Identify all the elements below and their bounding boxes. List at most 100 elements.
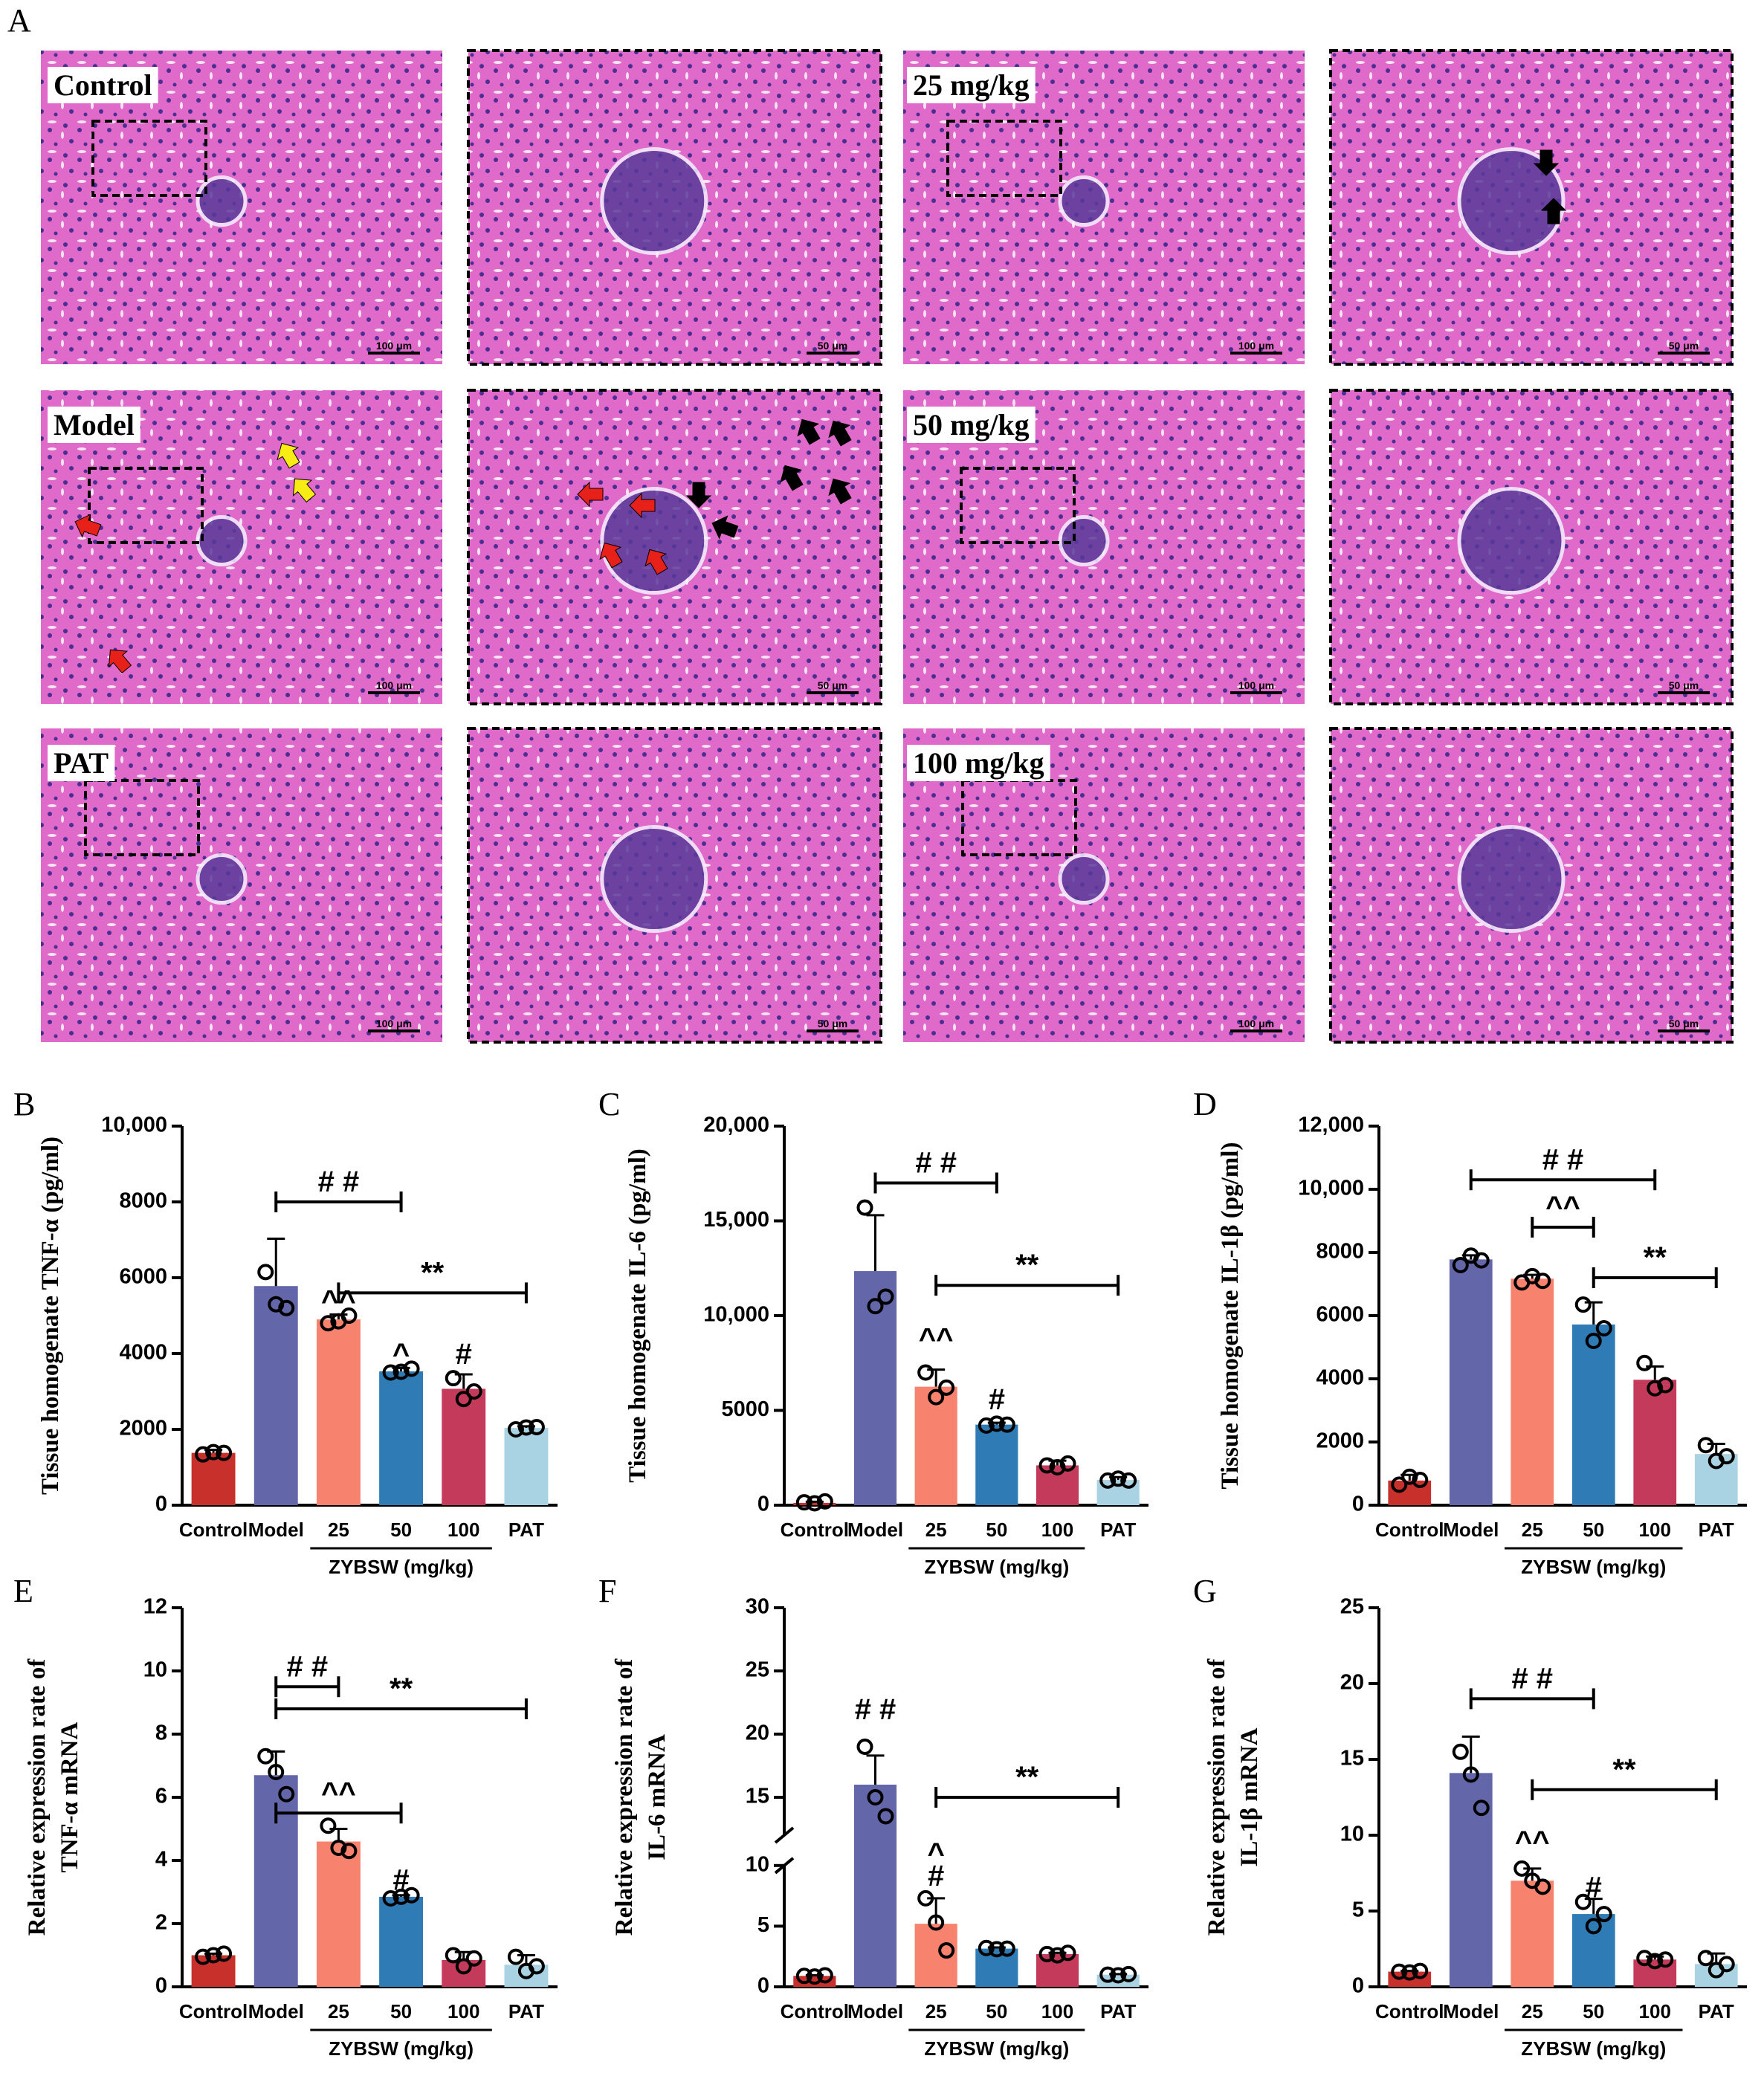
glomerulus xyxy=(1457,147,1566,256)
data-point xyxy=(320,1817,337,1834)
y-tick-label: 4000 xyxy=(1316,1366,1364,1390)
significance-mark: # xyxy=(928,1860,944,1892)
y-tick-label: 4000 xyxy=(119,1341,167,1365)
arrow-shape xyxy=(577,481,604,508)
y-label-line: IL-6 mRNA xyxy=(644,1734,671,1860)
y-tick-label: 0 xyxy=(155,1974,167,1998)
label-background xyxy=(907,745,1050,781)
data-point xyxy=(382,1364,399,1381)
category-label: 100 xyxy=(448,1519,479,1541)
data-point xyxy=(1657,1377,1674,1394)
data-point xyxy=(877,1808,894,1825)
bar-control xyxy=(191,1452,236,1505)
data-point xyxy=(795,1494,812,1511)
scale-bar-label: 50 μm xyxy=(1669,679,1699,691)
zoom-frame xyxy=(1329,49,1734,366)
category-label: Model xyxy=(1443,2000,1499,2023)
data-point xyxy=(403,1360,420,1377)
y-label-line: Relative expression rate of xyxy=(611,1658,638,1936)
category-label: PAT xyxy=(1699,1519,1734,1541)
y-axis-label: Tissue homogenate IL-6 (pg/ml) xyxy=(624,1148,651,1483)
data-point xyxy=(382,1890,399,1907)
yellow-arrow xyxy=(277,442,300,469)
y-tick-label: 10 xyxy=(143,1658,167,1682)
bar-50 xyxy=(1571,1914,1615,1987)
histology-label-right: 100 mg/kg xyxy=(913,746,1044,780)
arrow-shape xyxy=(797,418,821,445)
category-label: PAT xyxy=(1100,2000,1136,2023)
label-background xyxy=(48,67,158,103)
category-label: Model xyxy=(847,1519,903,1541)
arrow-shape xyxy=(277,442,300,469)
scale-bar-label: 100 μm xyxy=(376,679,412,691)
data-point xyxy=(1412,1472,1429,1488)
data-point xyxy=(1534,1878,1551,1895)
category-label: 50 xyxy=(986,2000,1007,2023)
data-point xyxy=(1059,1944,1076,1962)
glomerulus xyxy=(1457,825,1566,934)
data-point xyxy=(330,1840,347,1856)
category-label: Control xyxy=(179,1519,248,1541)
data-point xyxy=(1120,1965,1137,1982)
scale-bar-label: 100 μm xyxy=(1238,679,1274,691)
data-point xyxy=(816,1967,833,1984)
data-point xyxy=(867,1298,884,1315)
inset-box xyxy=(88,467,204,544)
data-point xyxy=(216,1444,233,1461)
y-tick-label: 0 xyxy=(1352,1493,1364,1516)
category-label: 25 xyxy=(328,1519,349,1541)
category-label: PAT xyxy=(508,2000,544,2023)
y-tick-label: 10,000 xyxy=(703,1303,769,1327)
category-label: Control xyxy=(179,2000,248,2023)
bracket-label: ** xyxy=(1644,1241,1667,1274)
histology-panel: 100 μm 50 μm 100 μm 50 μm Control 25 mg/kg 100… xyxy=(41,49,1734,1044)
category-label: 100 xyxy=(448,2000,479,2023)
y-tick-label: 0 xyxy=(155,1493,167,1516)
data-point xyxy=(856,1739,873,1755)
data-point xyxy=(445,1370,462,1387)
data-point xyxy=(978,1939,995,1956)
y-tick-label: 20 xyxy=(1340,1671,1364,1695)
data-point xyxy=(988,1941,1005,1958)
bracket-label: ** xyxy=(1015,1249,1039,1281)
bar-25 xyxy=(1511,1278,1554,1505)
chart-c: 0 5000 10,000 15,000 20,000 Tissue homogenate… xyxy=(624,1113,1148,1578)
data-point xyxy=(340,1843,358,1860)
category-label: Model xyxy=(847,2000,903,2023)
data-point xyxy=(1110,1967,1127,1984)
significance-mark: # xyxy=(989,1383,1005,1416)
histology-label-left: Model xyxy=(54,408,135,442)
black-arrow xyxy=(711,515,739,540)
bar-50 xyxy=(975,1424,1018,1505)
category-label: 100 xyxy=(1639,1519,1671,1541)
arrow-shape xyxy=(74,514,102,538)
category-label: 50 xyxy=(986,1519,1007,1541)
red-arrow xyxy=(599,542,623,569)
panel-letter-c: C xyxy=(598,1086,620,1122)
histology-label-right: 50 mg/kg xyxy=(913,408,1030,442)
y-tick-label: 5 xyxy=(757,1913,769,1937)
panel-letter-f: F xyxy=(598,1573,616,1609)
group-label: ZYBSW (mg/kg) xyxy=(1521,1556,1666,1578)
category-label: 25 xyxy=(1522,1519,1543,1541)
bracket-label: ** xyxy=(1015,1761,1039,1794)
data-point xyxy=(1391,1963,1408,1980)
histology-label-left: Control xyxy=(54,68,152,102)
bracket-label: ^^ xyxy=(321,1776,356,1809)
bracket-label: ** xyxy=(1612,1753,1636,1786)
bracket-label: ^^ xyxy=(1545,1191,1580,1223)
scale-bar-label: 100 μm xyxy=(1238,1018,1274,1029)
y-tick-label: 25 xyxy=(746,1658,769,1682)
zoom-frame xyxy=(1329,389,1734,705)
data-point xyxy=(403,1886,420,1904)
y-tick-label: 2000 xyxy=(1316,1429,1364,1453)
bar-model xyxy=(853,1271,897,1505)
zoom-frame xyxy=(467,389,882,705)
y-tick-label: 0 xyxy=(757,1493,769,1516)
data-point xyxy=(806,1495,823,1512)
group-label: ZYBSW (mg/kg) xyxy=(1521,2037,1666,2060)
inset-box xyxy=(960,467,1076,544)
data-point xyxy=(1391,1476,1408,1493)
y-axis-label: Tissue homogenate TNF-α (pg/ml) xyxy=(37,1137,64,1495)
